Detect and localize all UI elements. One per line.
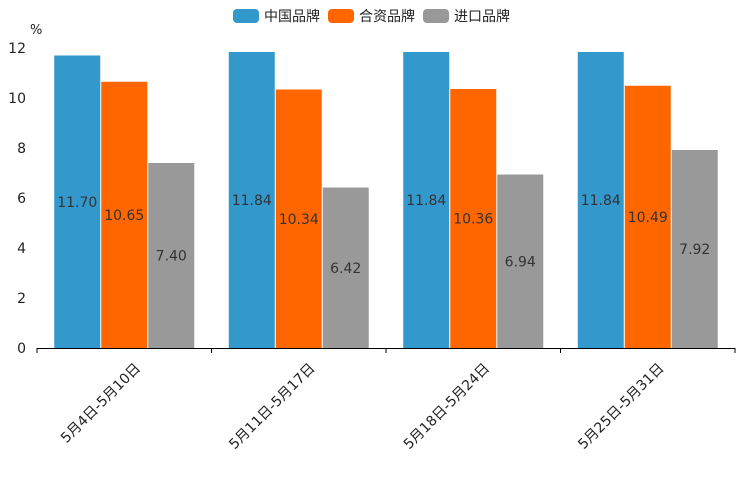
x-category-label: 5月4日-5月10日 xyxy=(58,360,144,446)
y-tick-label: 6 xyxy=(17,191,26,207)
bar xyxy=(671,150,718,348)
value-label: 7.40 xyxy=(156,249,187,265)
bar xyxy=(497,174,544,348)
legend-swatch xyxy=(423,9,449,23)
legend-label: 合资品牌 xyxy=(359,8,415,25)
legend-swatch xyxy=(328,9,354,23)
bar xyxy=(322,187,369,348)
y-tick-label: 12 xyxy=(8,41,26,57)
value-label: 7.92 xyxy=(679,242,710,258)
y-tick-label: 4 xyxy=(17,241,26,257)
legend-label: 进口品牌 xyxy=(454,8,510,25)
y-tick-label: 2 xyxy=(17,291,26,307)
y-axis-unit: % xyxy=(30,23,42,38)
x-axis: 5月4日-5月10日 5月11日-5月17日 5月18日-5月24日 5月25日-5月… xyxy=(36,348,736,453)
legend-label: 中国品牌 xyxy=(264,8,320,25)
legend-swatch xyxy=(233,9,259,23)
bar xyxy=(450,89,497,348)
value-label: 11.84 xyxy=(581,193,621,209)
y-tick-label: 10 xyxy=(8,91,26,107)
value-label: 11.70 xyxy=(57,195,97,211)
y-tick-label: 8 xyxy=(17,141,26,157)
value-label: 11.84 xyxy=(232,193,272,209)
bar xyxy=(275,89,322,348)
bar xyxy=(101,81,148,348)
bar xyxy=(403,52,450,348)
bar xyxy=(148,163,195,348)
value-label: 11.84 xyxy=(406,193,446,209)
value-label: 10.49 xyxy=(628,210,668,226)
bar xyxy=(577,52,624,348)
value-label: 6.42 xyxy=(330,261,361,277)
value-label: 6.94 xyxy=(505,254,536,270)
value-label: 10.34 xyxy=(279,212,319,228)
x-category-label: 5月18日-5月24日 xyxy=(401,360,493,452)
y-tick-label: 0 xyxy=(17,341,26,357)
bar xyxy=(228,52,275,348)
y-axis: 0 2 4 6 8 10 12 xyxy=(8,41,26,357)
value-label: 10.65 xyxy=(104,208,144,224)
value-label: 10.36 xyxy=(453,212,493,228)
legend: 中国品牌 合资品牌 进口品牌 xyxy=(233,8,510,25)
bar xyxy=(54,55,101,348)
x-category-label: 5月11日-5月17日 xyxy=(226,360,318,452)
x-category-label: 5月25日-5月31日 xyxy=(575,360,667,452)
bar xyxy=(624,85,671,348)
bars: 11.70 10.65 7.40 11.84 10.34 6.42 11.84 10.36 6.… xyxy=(54,52,718,348)
